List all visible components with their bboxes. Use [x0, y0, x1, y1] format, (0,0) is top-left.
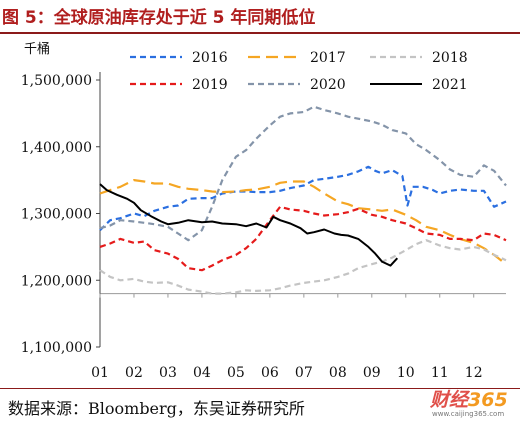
x-ticks: 01 02 03 04 05 06 07 08 09 10 11 12	[91, 293, 483, 381]
watermark-url: www.caijing365.com	[432, 410, 505, 418]
watermark-logo-text: 财经365	[430, 390, 514, 410]
x-tick-label: 01	[91, 365, 109, 381]
line-chart: 千桶 1,100,0001,200,0001,300,0001,400,0001…	[21, 42, 507, 381]
y-tick-label: 1,300,000	[21, 207, 92, 223]
legend: 2016 2017 2018 2019 2020 2021	[130, 50, 468, 93]
page-title: 图 5：全球原油库存处于近 5 年同期低位	[2, 7, 316, 28]
y-axis-label: 千桶	[24, 42, 50, 57]
footer-rule	[0, 388, 520, 389]
watermark-logo-part-a: 财经	[430, 389, 469, 411]
x-tick-label: 04	[193, 365, 211, 381]
watermark-logo-part-b: 365	[468, 389, 508, 411]
legend-item-2021: 2021	[370, 77, 468, 93]
y-tick-label: 1,500,000	[21, 73, 92, 89]
legend-label: 2019	[192, 77, 228, 93]
series-line-2017	[99, 179, 507, 266]
legend-item-2020: 2020	[248, 77, 346, 93]
series-line-2021	[99, 183, 399, 267]
legend-item-2017: 2017	[248, 50, 346, 66]
x-tick-label: 06	[261, 365, 279, 381]
x-tick-label: 05	[227, 365, 245, 381]
x-tick-label: 09	[363, 365, 381, 381]
legend-item-2019: 2019	[130, 77, 228, 93]
series-lines	[99, 105, 507, 295]
series-line-2016	[99, 165, 507, 231]
x-tick-label: 11	[431, 365, 449, 381]
x-tick-label: 10	[397, 365, 415, 381]
y-ticks: 1,100,000 1,200,000 1,300,000 1,400,000 1,50…	[21, 73, 100, 356]
series-line-2019	[99, 205, 507, 272]
y-tick-label: 1,400,000	[21, 140, 92, 156]
watermark-logo: 财经365 www.caijing365.com	[430, 390, 514, 422]
x-tick-label: 08	[329, 365, 347, 381]
x-tick-label: 02	[125, 365, 143, 381]
legend-label: 2016	[192, 50, 228, 66]
x-tick-label: 03	[159, 365, 177, 381]
legend-label: 2021	[432, 77, 468, 93]
legend-label: 2018	[432, 50, 468, 66]
title-rule	[0, 32, 520, 34]
legend-item-2016: 2016	[130, 50, 228, 66]
title-bar: 图 5：全球原油库存处于近 5 年同期低位	[0, 0, 520, 30]
series-line-2018	[99, 239, 507, 295]
legend-label: 2020	[310, 77, 346, 93]
legend-label: 2017	[310, 50, 346, 66]
y-tick-label: 1,200,000	[21, 273, 92, 289]
legend-item-2018: 2018	[370, 50, 468, 66]
x-tick-label: 12	[465, 365, 483, 381]
source-note: 数据来源：Bloomberg，东吴证券研究所	[8, 399, 305, 418]
series-line-2020	[99, 105, 507, 242]
y-tick-label: 1,100,000	[21, 340, 92, 356]
chart-axes	[99, 72, 506, 347]
x-tick-label: 07	[295, 365, 313, 381]
